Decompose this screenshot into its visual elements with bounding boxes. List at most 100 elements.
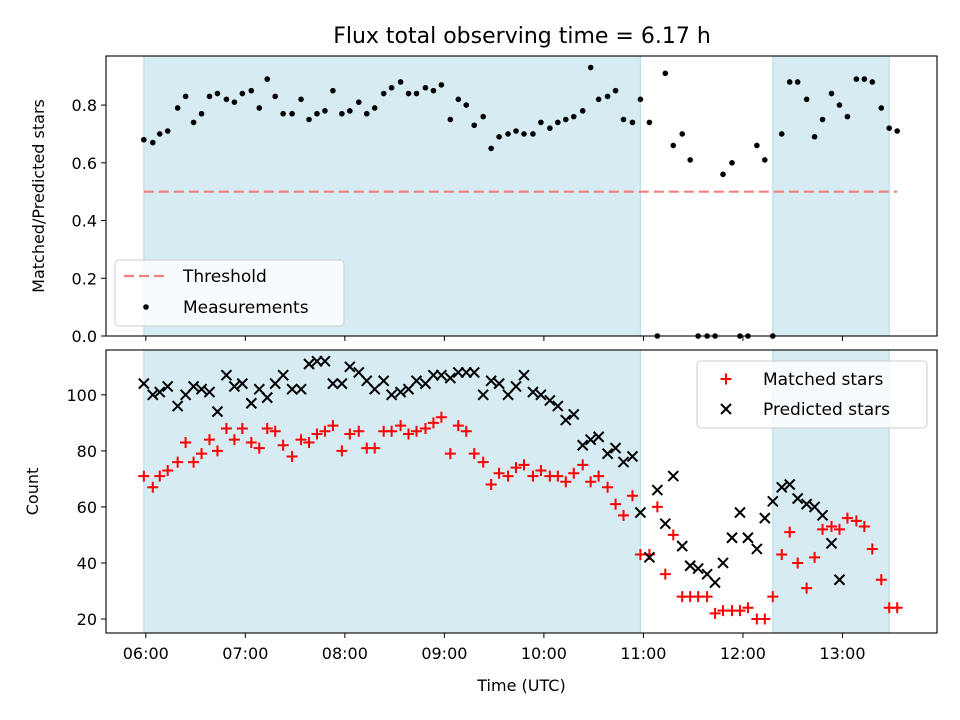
xtick-label: 08:00 [322,644,368,663]
predicted-star-point [791,492,804,505]
measurement-point [886,125,893,131]
matched-star-point [228,434,240,446]
matched-star-point [602,481,614,493]
matched-star-point [277,439,289,451]
predicted-star-point [444,372,457,384]
measurement-point [629,119,636,126]
predicted-star-point [236,377,249,390]
predicted-star-point [277,369,289,381]
predicted-star-point [751,543,763,555]
predicted-star-point [327,377,339,390]
predicted-star-point [394,386,407,398]
predicted-star-point [759,512,771,524]
matched-star-point [269,425,281,437]
predicted-star-point [544,394,556,407]
predicted-star-point [742,532,754,544]
measurement-point [272,93,278,100]
legend-threshold-label: Threshold [182,267,267,287]
predicted-star-point [676,540,688,552]
matched-star-point [667,529,679,541]
measurement-point [141,136,147,143]
bottom-ytick-label: 40 [77,554,97,573]
measurement-point [447,116,454,123]
predicted-star-point [535,389,547,401]
measurement-point [149,139,156,146]
matched-star-point [568,467,580,479]
measurement-point [206,93,213,100]
predicted-star-point [552,400,564,412]
bottom-ytick-label: 80 [77,442,97,461]
xtick-label: 09:00 [421,644,467,663]
predicted-star-point [245,397,258,409]
predicted-star-point [717,557,729,569]
xlabel: Time (UTC) [476,676,565,695]
legend-bottom-box [696,360,928,429]
measurement-point [637,96,644,103]
predicted-star-point [510,380,522,393]
measurement-point [579,108,586,114]
predicted-star-point [592,431,605,443]
measurement-point [156,131,163,137]
predicted-star-point [286,383,298,395]
matched-star-point [154,470,166,482]
measurement-point [836,102,843,108]
legend-top-box [114,259,345,327]
measurement-point [182,93,189,100]
measurement-point [530,131,536,137]
measurement-point [811,134,818,140]
matched-star-point [610,498,622,510]
matched-star-point [344,428,356,440]
measurement-point [231,99,238,105]
matched-star-point [535,464,547,476]
top-panel-ratio: 0.0 0.2 0.4 0.6 0.8 Matched/Predicted stars Th… [29,55,938,346]
legend-bottom: Matched stars Predicted stars [696,360,928,429]
measurement-point [380,90,387,97]
predicted-star-point [601,447,614,460]
predicted-star-point [211,405,224,418]
predicted-star-point [667,470,679,482]
legend-matched-swatch [720,373,732,385]
matched-star-point [245,436,257,448]
measurement-point [280,110,286,117]
measurement-point [371,105,378,111]
measurement-point [778,131,785,137]
matched-star-point [236,422,248,434]
predicted-star-point [825,537,838,550]
bottom-ytick-label: 20 [77,610,97,629]
top-ytick-label: 0.2 [72,269,97,288]
measurement-point [413,90,420,97]
matched-star-point [585,476,597,488]
measurement-point [164,128,171,134]
predicted-star-point [560,414,572,426]
predicted-star-point [833,574,846,586]
predicted-star-point [709,576,721,589]
measurement-point [190,119,197,126]
measurement-point [322,108,328,114]
matched-star-point [336,445,348,457]
matched-star-point [826,521,838,533]
matched-star-point [767,591,779,603]
matched-star-point [286,450,298,462]
predicted-star-point [816,509,829,522]
predicted-star-point [776,481,788,494]
predicted-star-point [568,408,580,421]
bottom-axes-frame [105,349,938,634]
predicted-star-point [576,439,589,451]
measurement-point [662,70,669,77]
predicted-star-point [485,375,497,387]
matched-star-point [253,442,265,454]
measurement-point [430,87,437,94]
predicted-star-point [659,518,672,530]
legend-matched-label: Matched stars [763,370,883,390]
measurement-point [214,90,221,97]
bottom-panel-count: 20 40 60 80 100 06:00 07:00 08:00 09:00 10:00 11:0… [23,349,938,695]
predicted-star-point [626,450,639,463]
predicted-star-point [336,377,348,390]
matched-star-point [841,512,853,524]
measurement-point [264,76,271,82]
measurement-point [844,113,851,120]
matched-star-point [776,549,788,561]
matched-star-point [709,607,721,619]
matched-star-point [204,434,216,446]
legend-measurements-swatch [143,304,149,310]
